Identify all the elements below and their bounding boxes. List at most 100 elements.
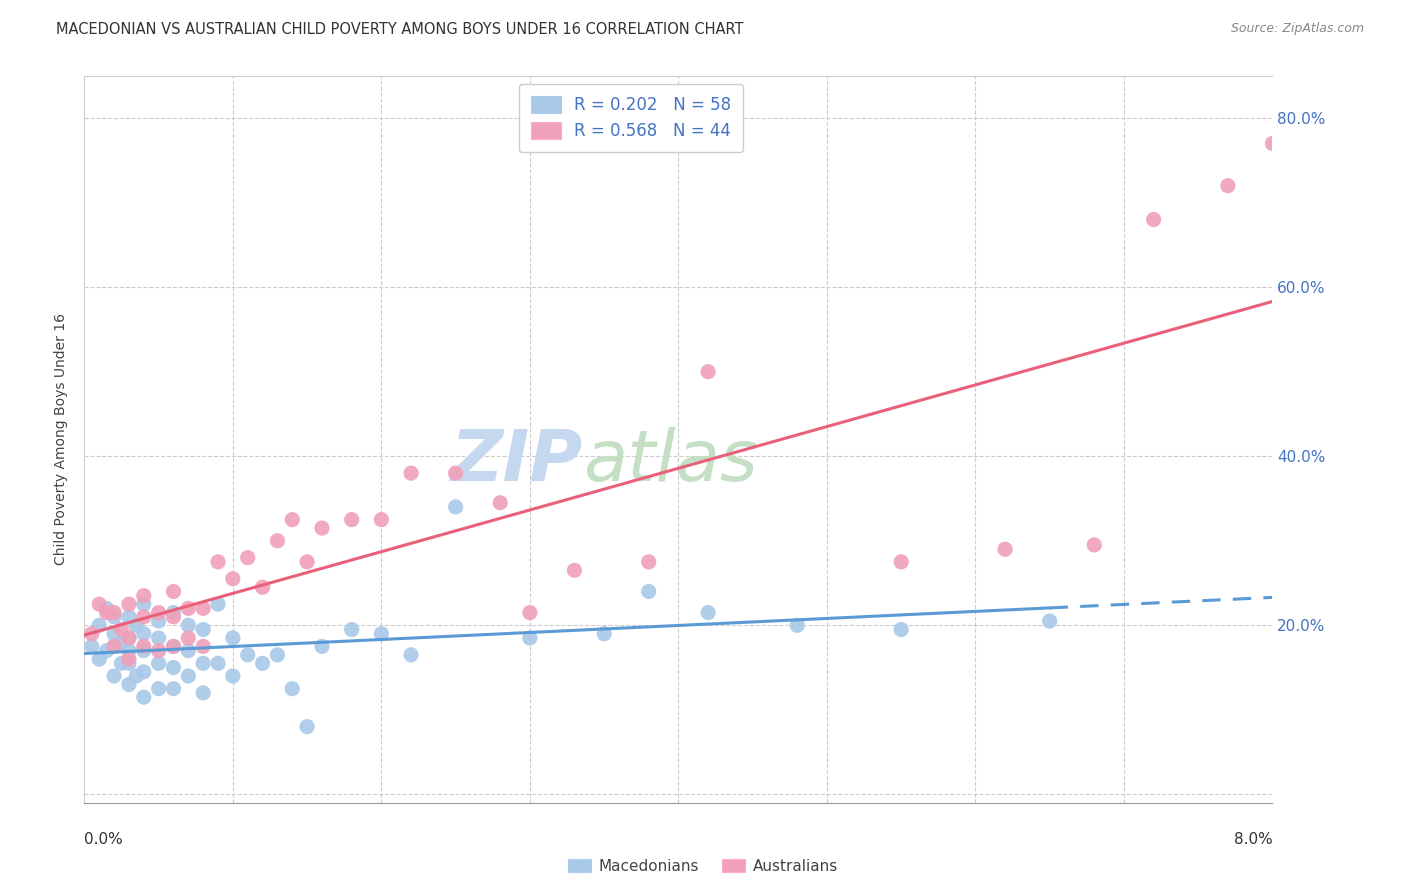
Point — [118, 652, 141, 666]
Point — [252, 580, 274, 594]
Text: Source: ZipAtlas.com: Source: ZipAtlas.com — [1230, 22, 1364, 36]
Point — [191, 686, 215, 700]
Legend: Macedonians, Australians: Macedonians, Australians — [562, 853, 844, 880]
Point — [148, 643, 170, 657]
Point — [236, 648, 259, 662]
Point — [110, 657, 132, 671]
Point — [295, 720, 318, 734]
Point — [96, 643, 118, 657]
Point — [890, 623, 912, 637]
Point — [162, 584, 184, 599]
Point — [96, 601, 118, 615]
Point — [222, 572, 245, 586]
Point — [1143, 212, 1166, 227]
Point — [1083, 538, 1105, 552]
Point — [148, 606, 170, 620]
Point — [132, 589, 155, 603]
Point — [890, 555, 912, 569]
Point — [697, 606, 720, 620]
Point — [236, 550, 259, 565]
Point — [80, 626, 103, 640]
Point — [266, 648, 288, 662]
Point — [103, 606, 125, 620]
Point — [564, 563, 586, 577]
Point — [177, 618, 200, 632]
Point — [340, 513, 363, 527]
Point — [637, 555, 659, 569]
Point — [162, 610, 184, 624]
Point — [118, 597, 141, 611]
Point — [1216, 178, 1239, 193]
Point — [399, 466, 422, 480]
Point — [399, 648, 422, 662]
Point — [110, 623, 132, 637]
Point — [207, 657, 229, 671]
Text: 0.0%: 0.0% — [84, 832, 124, 847]
Point — [177, 601, 200, 615]
Point — [148, 657, 170, 671]
Point — [177, 631, 200, 645]
Text: MACEDONIAN VS AUSTRALIAN CHILD POVERTY AMONG BOYS UNDER 16 CORRELATION CHART: MACEDONIAN VS AUSTRALIAN CHILD POVERTY A… — [56, 22, 744, 37]
Point — [89, 618, 111, 632]
Point — [191, 623, 215, 637]
Point — [191, 640, 215, 654]
Point — [110, 635, 132, 649]
Point — [118, 657, 141, 671]
Point — [118, 631, 141, 645]
Point — [103, 626, 125, 640]
Point — [125, 669, 148, 683]
Point — [489, 496, 512, 510]
Point — [148, 631, 170, 645]
Point — [132, 665, 155, 679]
Point — [311, 640, 333, 654]
Point — [118, 643, 141, 657]
Point — [125, 618, 148, 632]
Point — [162, 681, 184, 696]
Point — [132, 640, 155, 654]
Point — [118, 610, 141, 624]
Point — [311, 521, 333, 535]
Point — [96, 606, 118, 620]
Point — [132, 597, 155, 611]
Point — [1039, 614, 1062, 628]
Point — [281, 513, 304, 527]
Point — [162, 640, 184, 654]
Point — [994, 542, 1017, 557]
Y-axis label: Child Poverty Among Boys Under 16: Child Poverty Among Boys Under 16 — [55, 313, 69, 566]
Point — [519, 606, 541, 620]
Point — [281, 681, 304, 696]
Point — [103, 669, 125, 683]
Point — [132, 690, 155, 705]
Point — [340, 623, 363, 637]
Point — [103, 610, 125, 624]
Point — [222, 631, 245, 645]
Point — [191, 657, 215, 671]
Point — [132, 626, 155, 640]
Legend: R = 0.202   N = 58, R = 0.568   N = 44: R = 0.202 N = 58, R = 0.568 N = 44 — [519, 84, 742, 153]
Point — [207, 597, 229, 611]
Point — [132, 610, 155, 624]
Point — [103, 640, 125, 654]
Point — [118, 631, 141, 645]
Point — [162, 660, 184, 674]
Point — [148, 681, 170, 696]
Point — [266, 533, 288, 548]
Point — [786, 618, 808, 632]
Text: 8.0%: 8.0% — [1233, 832, 1272, 847]
Point — [191, 601, 215, 615]
Point — [118, 677, 141, 691]
Point — [148, 614, 170, 628]
Point — [593, 626, 616, 640]
Point — [252, 657, 274, 671]
Text: atlas: atlas — [583, 426, 758, 496]
Point — [162, 606, 184, 620]
Point — [162, 640, 184, 654]
Point — [444, 466, 467, 480]
Point — [207, 555, 229, 569]
Text: ZIP: ZIP — [451, 426, 583, 496]
Point — [89, 652, 111, 666]
Point — [1261, 136, 1284, 151]
Point — [222, 669, 245, 683]
Point — [295, 555, 318, 569]
Point — [132, 643, 155, 657]
